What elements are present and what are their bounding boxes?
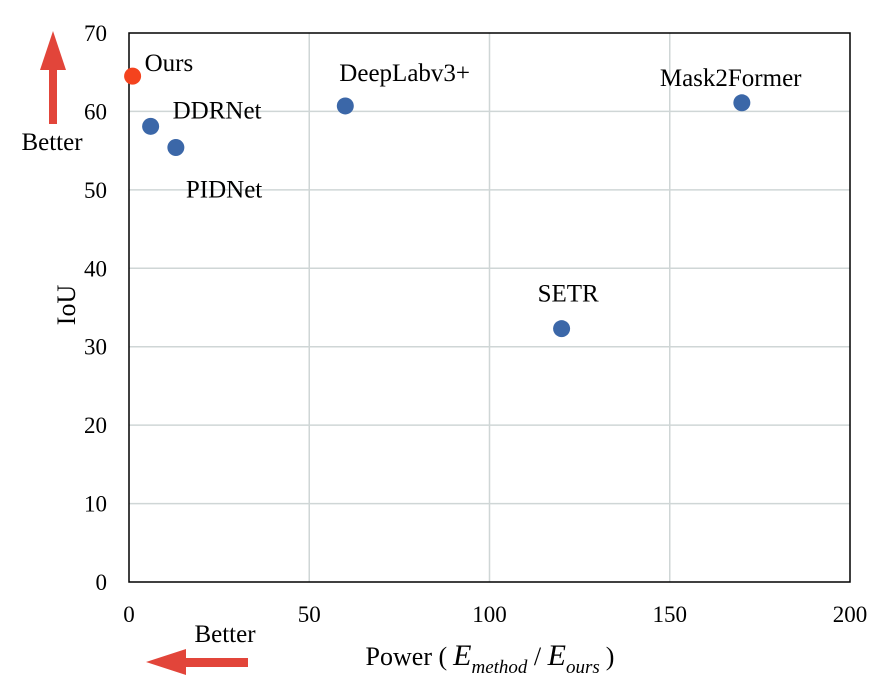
left-arrow-icon — [146, 649, 248, 675]
point-label: DDRNet — [173, 97, 262, 124]
y-tick-label: 60 — [84, 99, 107, 124]
x-axis-label-suffix: ) — [606, 642, 615, 671]
x-axis-label-sub2: ours — [566, 657, 600, 678]
point-label: PIDNet — [186, 177, 262, 204]
x-tick-label: 100 — [472, 602, 507, 627]
x-tick-label: 0 — [123, 602, 135, 627]
y-better-annotation: Better — [21, 31, 83, 156]
point-label: Ours — [145, 50, 194, 77]
plot-area-frame — [128, 32, 851, 583]
data-point — [124, 67, 142, 85]
data-point — [733, 94, 751, 112]
y-tick-label: 0 — [96, 570, 108, 595]
y-axis-ticks: 0 10 20 30 40 50 60 70 — [84, 21, 107, 595]
x-tick-label: 200 — [833, 602, 868, 627]
y-tick-label: 30 — [84, 335, 107, 360]
y-tick-label: 70 — [84, 21, 107, 46]
data-points: Ours DDRNet PIDNet DeepLabv3+ SETR Mask2Forme… — [124, 50, 802, 338]
data-point — [553, 320, 571, 338]
data-point — [142, 117, 160, 135]
data-point — [167, 139, 185, 157]
y-tick-label: 20 — [84, 413, 107, 438]
x-axis-label-e1: E — [452, 639, 471, 672]
x-axis-ticks: 0 50 100 150 200 — [123, 602, 867, 627]
x-tick-label: 50 — [298, 602, 321, 627]
x-axis-label-sub1: method — [471, 657, 527, 678]
x-better-label: Better — [194, 621, 256, 648]
x-tick-label: 150 — [653, 602, 688, 627]
point-label: SETR — [538, 281, 599, 308]
x-axis-label-prefix: Power ( — [366, 642, 448, 671]
y-tick-label: 50 — [84, 178, 107, 203]
x-axis-label-e2: E — [547, 639, 566, 672]
x-axis-label-slash: / — [527, 642, 547, 671]
point-label: DeepLabv3+ — [339, 60, 470, 87]
grid-lines — [129, 33, 850, 582]
x-axis-label: Power (Emethod / Eours) — [366, 639, 615, 678]
x-better-annotation: Better — [146, 621, 256, 675]
point-label: Mask2Former — [660, 65, 802, 92]
y-tick-label: 40 — [84, 256, 107, 281]
y-better-label: Better — [21, 129, 83, 156]
y-axis-label: IoU — [52, 285, 81, 326]
up-arrow-icon — [40, 31, 66, 124]
data-point — [336, 97, 354, 115]
y-tick-label: 10 — [84, 492, 107, 517]
